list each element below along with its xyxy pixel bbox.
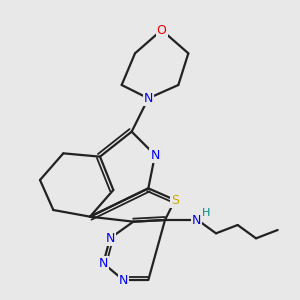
Text: N: N bbox=[118, 274, 128, 286]
Text: N: N bbox=[192, 214, 201, 226]
Text: N: N bbox=[150, 148, 160, 161]
Text: N: N bbox=[144, 92, 153, 105]
Text: N: N bbox=[99, 257, 108, 270]
Text: O: O bbox=[157, 23, 166, 37]
Text: S: S bbox=[171, 194, 179, 206]
Text: N: N bbox=[105, 232, 115, 245]
Text: H: H bbox=[202, 208, 210, 218]
